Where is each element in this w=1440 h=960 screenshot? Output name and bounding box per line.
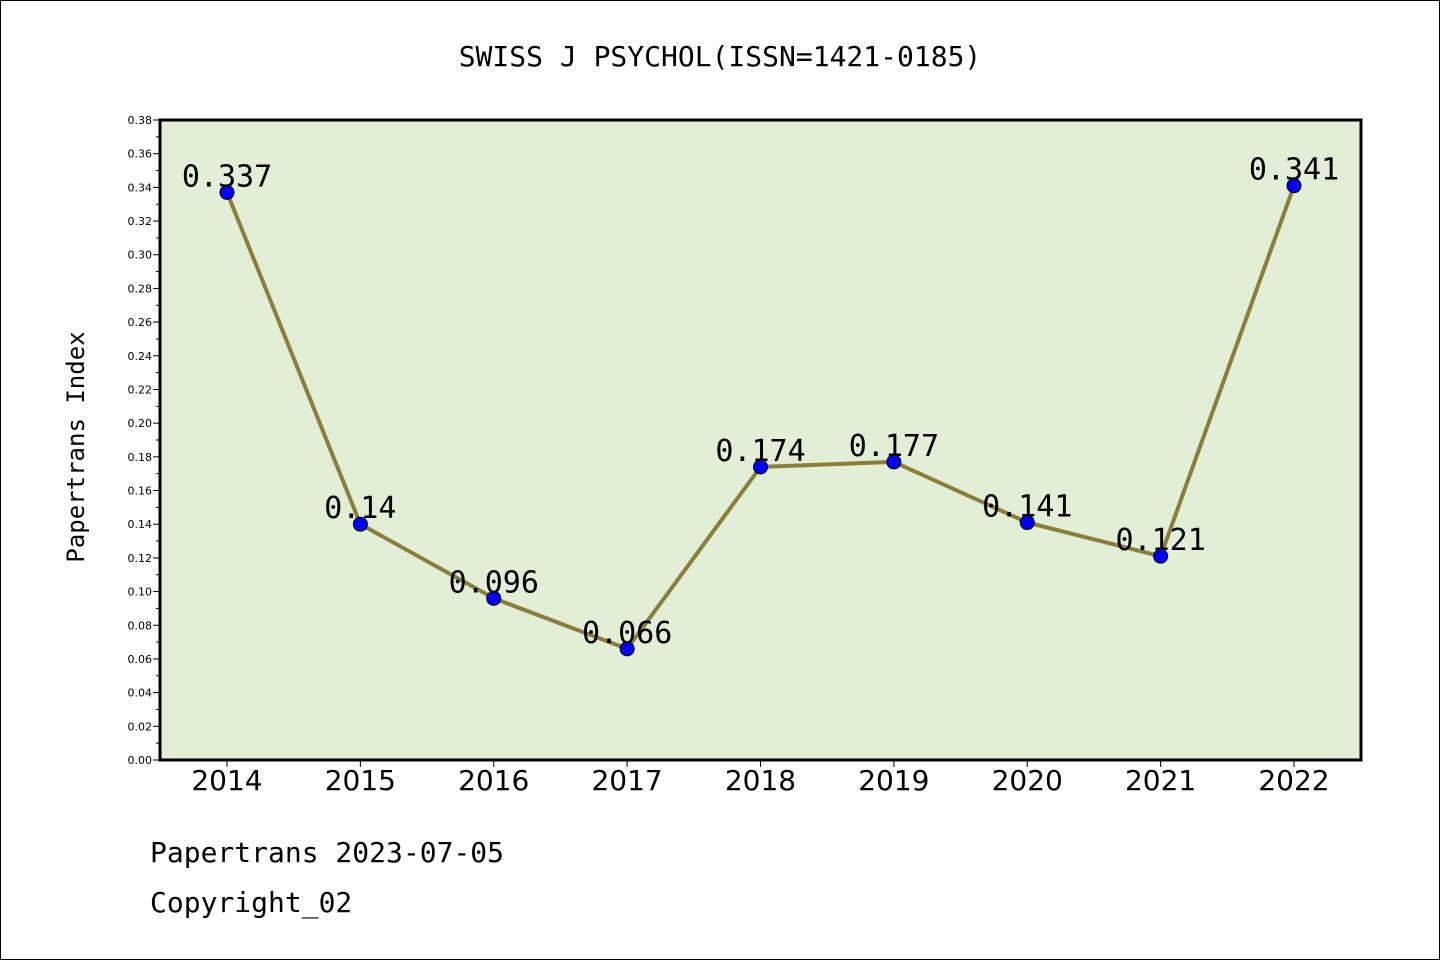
data-labels: 0.337 0.14 0.096 0.066 0.174 0.177 0.141 0.121 0… <box>182 153 1339 651</box>
data-label: 0.121 <box>1115 523 1205 558</box>
y-axis: 0.00 0.02 0.04 0.06 0.08 0.10 0.12 0.14 0.16 0.18… <box>128 114 160 767</box>
chart-title: SWISS J PSYCHOL(ISSN=1421-0185) <box>459 40 982 73</box>
data-label: 0.141 <box>982 490 1072 525</box>
y-tick-label: 0.36 <box>128 148 153 161</box>
x-tick-label: 2016 <box>458 764 529 797</box>
plot-border <box>158 118 1363 762</box>
data-point <box>1286 178 1302 194</box>
y-tick-label: 0.06 <box>128 653 153 666</box>
data-point <box>1153 548 1169 564</box>
y-tick-label: 0.24 <box>128 350 153 363</box>
x-axis: 2014 2015 2016 2017 2018 2019 2020 2021 2022 <box>191 760 1330 797</box>
data-label: 0.174 <box>715 434 805 469</box>
x-tick-label: 2022 <box>1258 764 1329 797</box>
y-tick-label: 0.14 <box>128 518 153 531</box>
data-label: 0.066 <box>582 616 672 651</box>
data-point <box>1019 515 1035 531</box>
y-tick-label: 0.30 <box>128 249 153 262</box>
data-label: 0.096 <box>449 565 539 600</box>
plot-area <box>160 120 1361 760</box>
footer-date: Papertrans 2023-07-05 <box>150 836 505 869</box>
y-tick-label: 0.26 <box>128 316 153 329</box>
data-point <box>352 516 368 532</box>
y-tick-label: 0.08 <box>128 619 153 632</box>
y-tick-label: 0.02 <box>128 720 153 733</box>
data-markers <box>219 178 1302 657</box>
data-label: 0.341 <box>1249 153 1339 188</box>
y-tick-label: 0.00 <box>128 754 153 767</box>
y-tick-label: 0.12 <box>128 552 153 565</box>
y-tick-label: 0.04 <box>128 687 153 700</box>
data-point <box>486 590 502 606</box>
y-tick-label: 0.32 <box>128 215 153 228</box>
data-point <box>886 454 902 470</box>
footer-copyright: Copyright_02 <box>150 886 353 919</box>
x-tick-label: 2020 <box>992 764 1063 797</box>
y-tick-label: 0.28 <box>128 282 153 295</box>
y-axis-label: Papertrans Index <box>62 331 90 562</box>
x-tick-label: 2018 <box>725 764 796 797</box>
x-tick-label: 2017 <box>591 764 662 797</box>
data-label: 0.14 <box>324 491 396 526</box>
data-point <box>753 459 768 475</box>
data-label: 0.337 <box>182 159 272 194</box>
x-tick-label: 2014 <box>191 764 262 797</box>
y-tick-label: 0.38 <box>128 114 153 127</box>
y-tick-label: 0.16 <box>128 485 153 498</box>
x-tick-label: 2015 <box>325 764 396 797</box>
x-tick-label: 2019 <box>858 764 929 797</box>
y-tick-label: 0.34 <box>128 181 153 194</box>
data-point <box>619 641 635 657</box>
data-label: 0.177 <box>849 429 939 464</box>
y-tick-label: 0.18 <box>128 451 153 464</box>
data-point <box>219 184 235 200</box>
y-tick-label: 0.22 <box>128 383 153 396</box>
y-tick-label: 0.20 <box>128 417 153 430</box>
x-tick-label: 2021 <box>1125 764 1196 797</box>
y-tick-label: 0.10 <box>128 586 153 599</box>
